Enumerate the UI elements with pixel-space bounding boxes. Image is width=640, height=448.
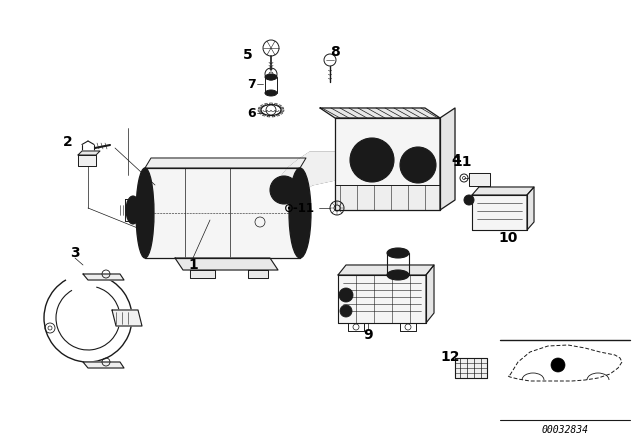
Polygon shape	[262, 114, 266, 116]
Text: 2: 2	[63, 135, 73, 149]
Text: 10: 10	[499, 231, 518, 245]
Text: 12: 12	[440, 350, 460, 364]
Ellipse shape	[387, 270, 409, 280]
Polygon shape	[440, 108, 455, 210]
Text: 00032834: 00032834	[541, 425, 589, 435]
Polygon shape	[125, 199, 133, 221]
Text: 8: 8	[330, 45, 340, 59]
Text: 3: 3	[70, 246, 80, 260]
Text: 7: 7	[248, 78, 257, 90]
Ellipse shape	[136, 168, 154, 258]
Polygon shape	[259, 112, 263, 114]
Polygon shape	[280, 107, 284, 109]
Polygon shape	[338, 265, 434, 275]
Polygon shape	[472, 195, 527, 230]
Polygon shape	[278, 152, 335, 198]
Circle shape	[551, 358, 565, 372]
Polygon shape	[276, 114, 280, 116]
Polygon shape	[281, 110, 284, 112]
Text: 5: 5	[243, 48, 253, 62]
Polygon shape	[469, 173, 490, 186]
Polygon shape	[190, 270, 215, 278]
Polygon shape	[272, 115, 275, 117]
Polygon shape	[78, 155, 96, 166]
Circle shape	[400, 147, 436, 183]
Polygon shape	[259, 107, 262, 109]
Circle shape	[464, 195, 474, 205]
Polygon shape	[338, 275, 426, 323]
Polygon shape	[278, 105, 282, 107]
Ellipse shape	[289, 168, 311, 258]
Ellipse shape	[387, 248, 409, 258]
Polygon shape	[335, 118, 440, 210]
Circle shape	[340, 305, 352, 317]
Text: 1: 1	[188, 258, 198, 272]
Polygon shape	[264, 103, 268, 105]
Text: ⊙-11: ⊙-11	[284, 202, 315, 215]
Text: 11: 11	[452, 155, 472, 169]
Circle shape	[350, 138, 394, 182]
Polygon shape	[248, 270, 268, 278]
Polygon shape	[112, 310, 142, 326]
Polygon shape	[279, 112, 283, 114]
Polygon shape	[83, 362, 124, 368]
Circle shape	[339, 288, 353, 302]
Text: 4: 4	[451, 153, 461, 167]
Text: 6: 6	[248, 107, 256, 120]
Polygon shape	[274, 103, 278, 105]
Polygon shape	[175, 258, 278, 270]
Polygon shape	[426, 265, 434, 323]
Polygon shape	[267, 115, 270, 117]
Polygon shape	[320, 108, 440, 118]
Polygon shape	[472, 187, 534, 195]
Polygon shape	[145, 168, 300, 258]
Polygon shape	[335, 185, 440, 210]
Polygon shape	[145, 158, 306, 168]
Circle shape	[270, 176, 298, 204]
Polygon shape	[83, 274, 124, 280]
Polygon shape	[269, 103, 273, 104]
Polygon shape	[455, 358, 487, 378]
Ellipse shape	[265, 74, 277, 80]
Polygon shape	[258, 110, 261, 112]
Ellipse shape	[126, 196, 140, 224]
Polygon shape	[78, 151, 100, 155]
Text: 9: 9	[363, 328, 373, 342]
Polygon shape	[527, 187, 534, 230]
Polygon shape	[260, 105, 264, 107]
Ellipse shape	[265, 90, 277, 96]
